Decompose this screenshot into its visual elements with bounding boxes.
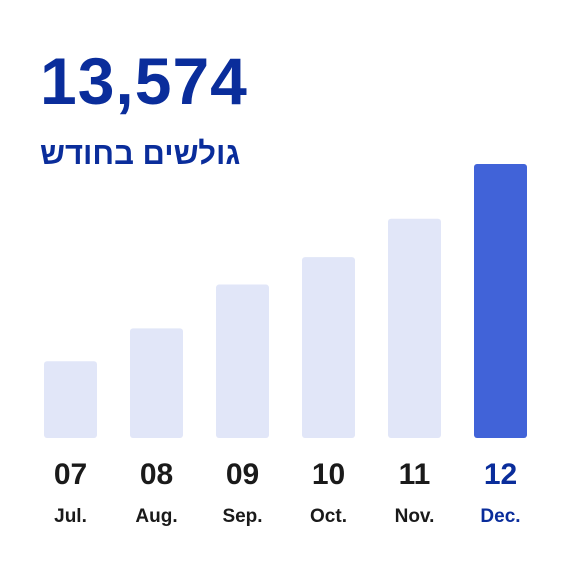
bar-09 — [216, 284, 269, 438]
tick-label-11: 11 — [399, 458, 431, 491]
bar-08 — [130, 328, 183, 438]
bar-11 — [388, 218, 441, 438]
headline-value: 13,574 — [40, 44, 248, 118]
month-label-10: Oct. — [310, 506, 347, 527]
bar-10 — [302, 257, 355, 438]
headline-subtitle: גולשים בחודש — [40, 136, 241, 171]
tick-label-12: 12 — [484, 458, 517, 491]
month-label-07: Jul. — [54, 506, 87, 527]
bar-12 — [474, 164, 527, 438]
tick-label-08: 08 — [140, 458, 173, 491]
tick-label-07: 07 — [54, 458, 87, 491]
bar-07 — [44, 361, 97, 438]
month-label-12: Dec. — [480, 506, 520, 527]
month-label-08: Aug. — [135, 506, 177, 527]
tick-label-09: 09 — [226, 458, 259, 491]
x-axis-labels: 07 Jul. 08 Aug. 09 Sep. 10 Oct. 11 Nov. 12 Dec. — [54, 458, 521, 527]
month-label-09: Sep. — [222, 506, 262, 527]
bars-layer — [44, 164, 527, 438]
month-label-11: Nov. — [395, 506, 435, 527]
tick-label-10: 10 — [312, 458, 345, 491]
